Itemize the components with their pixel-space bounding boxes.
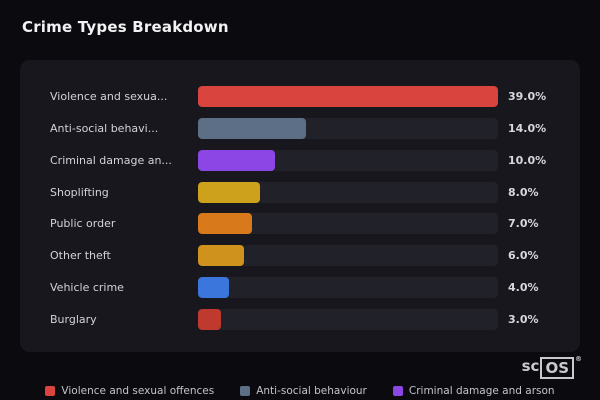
chart-row: Anti-social behavi... 14.0% <box>50 117 552 139</box>
bar-track <box>198 213 498 235</box>
chart-row: Public order 7.0% <box>50 213 552 235</box>
category-label: Burglary <box>50 312 97 326</box>
value-label: 39.0% <box>508 90 547 103</box>
chart-row: Vehicle crime 4.0% <box>50 277 552 299</box>
value-label: 7.0% <box>508 217 539 231</box>
bar-track <box>198 245 498 267</box>
legend-swatch <box>45 386 56 396</box>
bar-track <box>198 117 498 139</box>
category-label: Vehicle crime <box>50 281 124 295</box>
bar[interactable] <box>198 117 306 139</box>
value-label: 6.0% <box>508 249 539 263</box>
category-label: Criminal damage an... <box>50 153 172 167</box>
logo-box: OS <box>540 357 574 379</box>
bar[interactable] <box>198 181 260 203</box>
bar-track <box>198 181 498 203</box>
value-label: 14.0% <box>508 121 547 135</box>
legend-item[interactable]: Violence and sexual offences <box>45 385 214 397</box>
logo-prefix: sc <box>521 357 540 375</box>
value-label: 4.0% <box>508 281 539 295</box>
bar[interactable] <box>198 245 245 267</box>
bar-track <box>198 308 498 330</box>
category-label: Shoplifting <box>50 185 109 199</box>
category-label: Anti-social behavi... <box>50 121 159 135</box>
value-label: 10.0% <box>508 153 547 167</box>
bar[interactable] <box>198 213 252 235</box>
legend-item[interactable]: Anti-social behaviour <box>240 385 367 397</box>
bar[interactable] <box>198 308 222 330</box>
value-label: 8.0% <box>508 185 539 199</box>
chart-row: Burglary 3.0% <box>50 308 552 330</box>
bar-track <box>198 149 498 171</box>
category-label: Violence and sexua... <box>50 90 168 103</box>
bar-chart: Violence and sexua... 39.0% Anti-social be… <box>50 86 552 330</box>
bar-track <box>198 277 498 299</box>
registered-mark: ® <box>575 355 582 363</box>
legend-swatch <box>392 386 403 396</box>
legend-swatch <box>240 386 251 396</box>
legend-item[interactable]: Criminal damage and arson <box>392 385 555 397</box>
category-label: Other theft <box>50 249 111 263</box>
page-title: Crime Types Breakdown <box>22 18 229 36</box>
value-label: 3.0% <box>508 312 539 326</box>
legend-label: Violence and sexual offences <box>61 385 215 397</box>
legend-label: Anti-social behaviour <box>256 385 367 397</box>
bar[interactable] <box>198 277 229 299</box>
chart-legend: Violence and sexual offences Anti-social … <box>0 385 600 397</box>
bar[interactable] <box>198 149 275 171</box>
category-label: Public order <box>50 217 116 231</box>
chart-row: Violence and sexua... 39.0% <box>50 86 552 107</box>
chart-card: Violence and sexua... 39.0% Anti-social be… <box>20 60 580 352</box>
chart-row: Shoplifting 8.0% <box>50 181 552 203</box>
bar-track <box>198 86 498 107</box>
chart-row: Other theft 6.0% <box>50 245 552 267</box>
chart-row: Criminal damage an... 10.0% <box>50 149 552 171</box>
scos-logo: sc OS ® <box>521 355 582 379</box>
legend-label: Criminal damage and arson <box>408 385 555 397</box>
bar[interactable] <box>198 86 498 107</box>
